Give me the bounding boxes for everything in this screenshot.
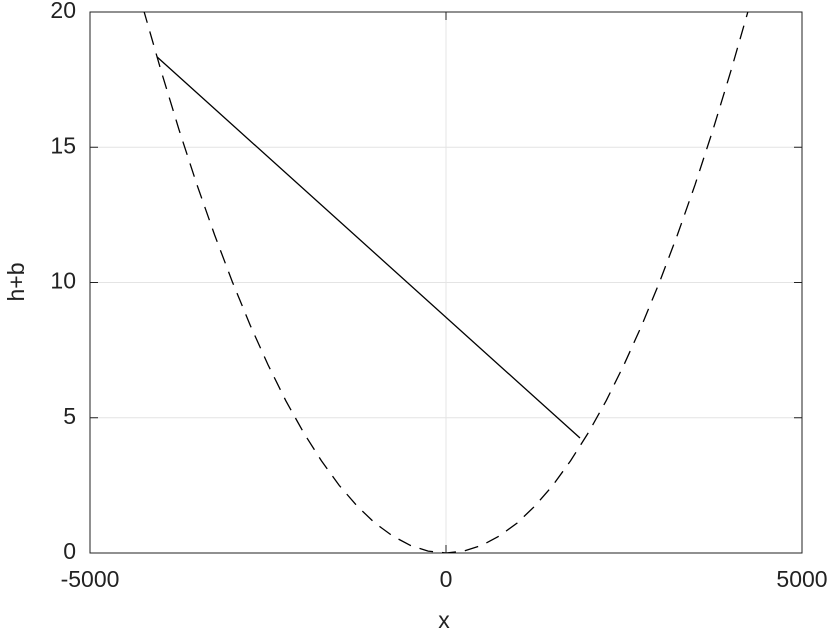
y-axis-label: h+b [3,262,29,301]
plot-area [143,12,749,553]
x-tick-label: -5000 [61,566,120,592]
x-tick-label: 0 [440,566,453,592]
x-axis-label: x [438,607,450,633]
y-tick-label: 5 [63,403,76,429]
x-tick-label: 5000 [776,566,827,592]
y-tick-label: 10 [50,268,76,294]
line-series [156,56,581,439]
y-tick-label: 20 [50,0,76,23]
y-tick-label: 0 [63,538,76,564]
line-series [143,12,749,553]
y-tick-label: 15 [50,132,76,158]
